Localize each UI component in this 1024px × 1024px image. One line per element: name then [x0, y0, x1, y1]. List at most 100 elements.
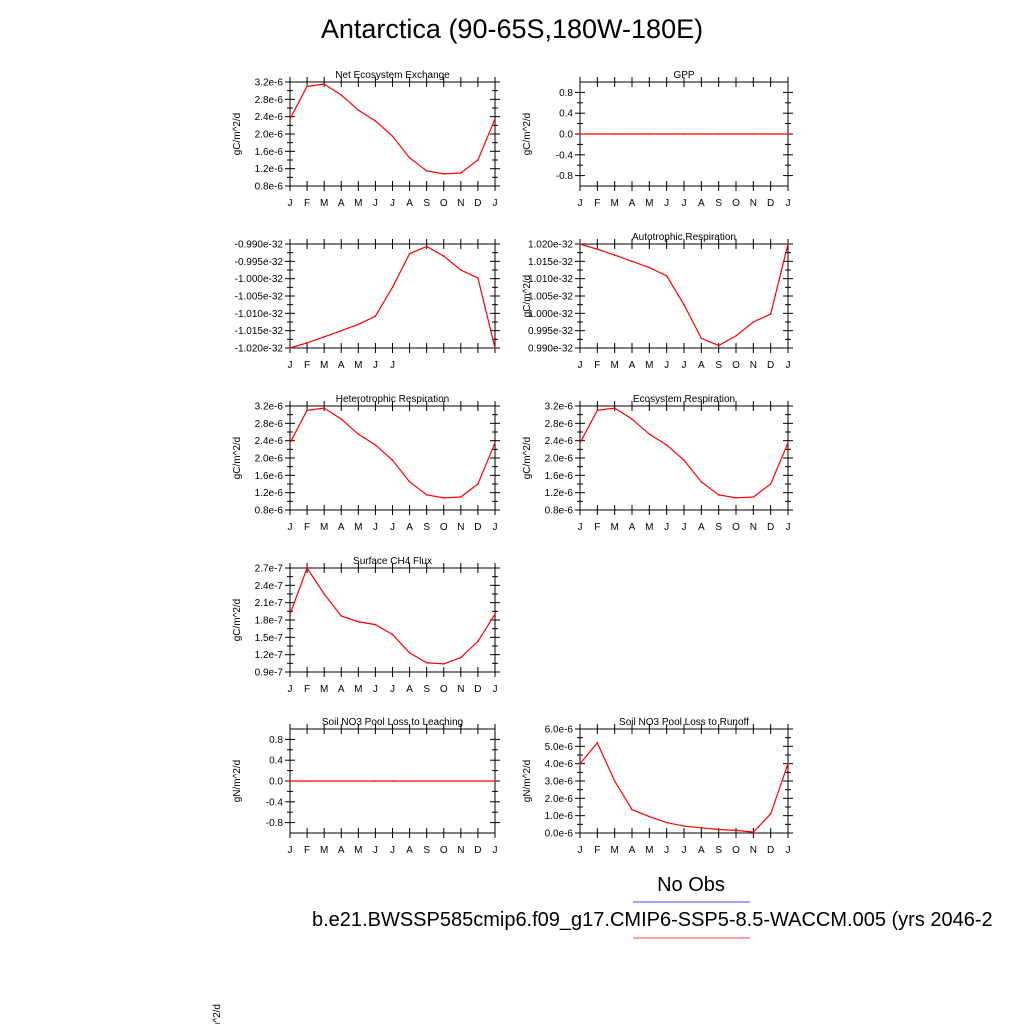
data-point	[596, 133, 599, 135]
data-point	[665, 444, 668, 446]
data-point	[460, 172, 462, 174]
data-point	[442, 780, 445, 782]
x-tick-label: M	[354, 360, 362, 371]
data-point	[579, 762, 581, 765]
x-tick-label: F	[304, 198, 310, 209]
chart-panel-6: Ecosystem Respiration gC/m^2/d 3.2e-6 2.8e-…	[522, 394, 793, 533]
chart-panel-8: Soil NO3 Pool Loss to Leaching gN/m^2/d 0.…	[232, 717, 500, 856]
x-tick-label: A	[406, 522, 413, 533]
x-tick-label: S	[715, 845, 722, 856]
data-point	[769, 313, 772, 315]
data-point	[323, 407, 325, 409]
x-tick-label: M	[354, 522, 362, 533]
x-tick-label: F	[594, 198, 600, 209]
data-point	[477, 277, 479, 279]
y-tick-label: 1.6e-6	[255, 147, 284, 158]
data-point	[613, 780, 616, 782]
x-tick-label: J	[786, 522, 791, 533]
x-tick-label: D	[767, 198, 774, 209]
data-point	[460, 269, 462, 271]
y-axis-label: gC/m^2/d	[232, 437, 243, 480]
x-tick-label: D	[767, 845, 774, 856]
series-line	[579, 407, 789, 499]
y-tick-label: 6.0e-6	[545, 725, 574, 736]
data-point	[648, 133, 651, 135]
x-tick-label: J	[493, 522, 498, 533]
data-point	[579, 133, 581, 135]
x-tick-label: M	[610, 198, 618, 209]
chart-panel-9: Soil NO3 Pool Loss to Runoff gN/m^2/d 6.0e…	[522, 717, 793, 856]
data-point	[683, 825, 685, 827]
x-tick-label: J	[288, 360, 293, 371]
chart-panel-4: Autotrophic Respiration gC/m^2/d 1.020e-32…	[522, 232, 793, 371]
data-point	[596, 248, 599, 250]
legend-case-label: b.e21.BWSSP585cmip6.f09_g17.CMIP6-SSP5-8…	[312, 909, 993, 931]
chart-title: GPP	[673, 70, 694, 81]
data-point	[700, 827, 703, 829]
x-tick-label: S	[423, 522, 430, 533]
data-point	[477, 483, 479, 485]
x-tick-label: A	[406, 198, 413, 209]
x-tick-label: O	[440, 522, 448, 533]
data-point	[613, 254, 616, 256]
data-point	[631, 418, 633, 420]
data-point	[700, 481, 703, 483]
x-tick-label: J	[288, 522, 293, 533]
data-point	[425, 170, 428, 172]
x-tick-label: F	[594, 845, 600, 856]
x-tick-label: M	[354, 845, 362, 856]
data-point	[408, 157, 411, 159]
x-tick-label: J	[390, 522, 395, 533]
y-tick-label: 0.8e-6	[255, 506, 284, 517]
data-point	[374, 120, 377, 122]
data-point	[306, 409, 308, 412]
data-point	[323, 83, 325, 85]
x-tick-label: M	[645, 522, 653, 533]
x-tick-label: J	[578, 522, 583, 533]
y-tick-label: 5.0e-6	[545, 742, 574, 753]
y-tick-label: 0.4	[269, 756, 283, 767]
x-tick-label: S	[423, 198, 430, 209]
y-tick-label: 1.010e-32	[528, 274, 573, 285]
y-axis-label: gC/m^2/d	[232, 599, 243, 642]
x-tick-label: N	[457, 684, 464, 695]
data-point	[752, 321, 755, 323]
x-tick-label: J	[373, 522, 378, 533]
x-tick-label: J	[288, 684, 293, 695]
y-axis-label: gN/m^2/d	[522, 760, 533, 803]
y-tick-label: 0.0	[559, 130, 573, 141]
x-tick-label: F	[594, 522, 600, 533]
x-tick-label: J	[786, 845, 791, 856]
x-tick-label: J	[664, 522, 669, 533]
series-line	[289, 407, 496, 499]
x-tick-label: J	[786, 198, 791, 209]
x-tick-label: J	[390, 845, 395, 856]
x-tick-label: A	[338, 845, 345, 856]
chart-panel-5: Heterotrophic Respiration gC/m^2/d 3.2e-6 2…	[232, 394, 500, 533]
x-tick-label: O	[440, 684, 448, 695]
stray-ylabel-fragment: m^2/d	[212, 1004, 223, 1024]
data-point	[425, 661, 428, 664]
x-tick-label: M	[645, 360, 653, 371]
x-tick-label: J	[664, 360, 669, 371]
y-tick-label: 2.0e-6	[545, 794, 574, 805]
y-tick-label: 2.0e-6	[255, 130, 284, 141]
data-point	[340, 780, 343, 782]
data-point	[665, 133, 668, 135]
x-tick-label: M	[354, 684, 362, 695]
y-tick-label: -0.4	[556, 150, 574, 161]
x-tick-label: D	[767, 360, 774, 371]
data-point	[442, 255, 445, 257]
x-tick-label: O	[440, 198, 448, 209]
data-point	[683, 133, 685, 135]
x-tick-label: F	[304, 360, 310, 371]
y-tick-label: -1.000e-32	[235, 274, 284, 285]
data-point	[340, 418, 343, 420]
x-tick-label: N	[457, 522, 464, 533]
chart-title: Ecosystem Respiration	[633, 394, 735, 405]
x-tick-label: J	[288, 198, 293, 209]
x-tick-label: J	[664, 198, 669, 209]
y-tick-label: 1.015e-32	[528, 257, 573, 268]
x-tick-label: N	[750, 522, 757, 533]
data-point	[340, 615, 343, 617]
